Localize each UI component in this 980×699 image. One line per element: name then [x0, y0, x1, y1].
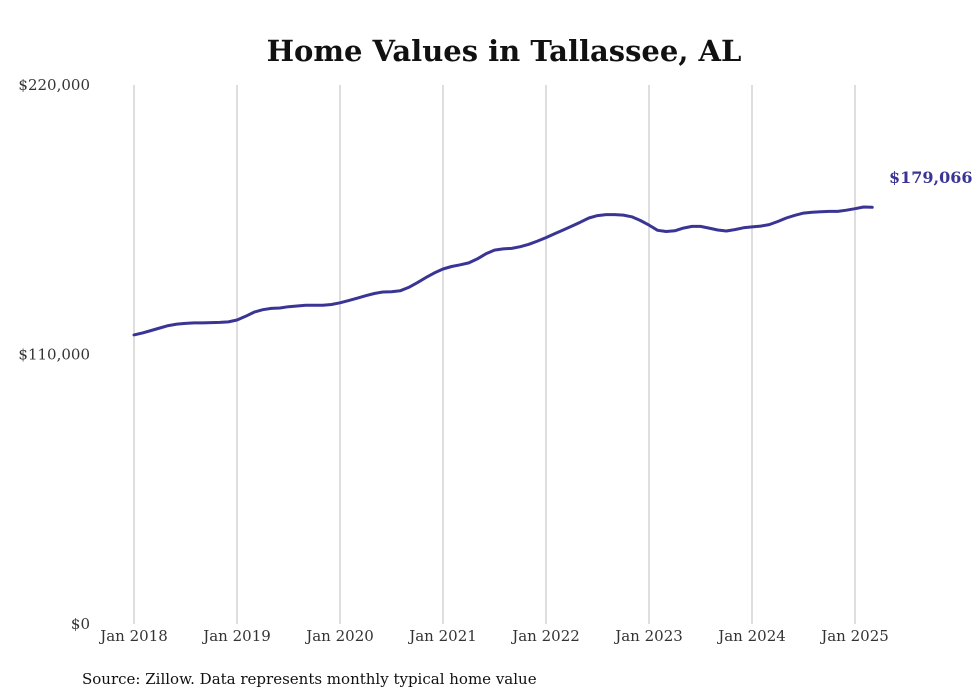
source-note: Source: Zillow. Data represents monthly …	[82, 670, 537, 688]
gridlines	[133, 85, 856, 624]
x-tick-label: Jan 2020	[304, 627, 374, 645]
x-tick-label: Jan 2021	[407, 627, 477, 645]
x-tick-label: Jan 2024	[716, 627, 786, 645]
x-tick-label: Jan 2018	[98, 627, 168, 645]
x-axis-ticks: Jan 2018 Jan 2019 Jan 2020 Jan 2021 Jan 2022…	[98, 627, 889, 645]
end-value-label: $179,066	[889, 168, 973, 187]
series-line-0	[132, 205, 874, 337]
x-tick-label: Jan 2019	[201, 627, 271, 645]
y-tick-label: $0	[71, 615, 90, 633]
y-tick-label: $110,000	[18, 346, 90, 364]
x-tick-label: Jan 2023	[613, 627, 683, 645]
y-tick-label: $220,000	[18, 76, 90, 94]
y-axis-ticks: $0 $110,000 $220,000	[18, 76, 90, 633]
x-tick-label: Jan 2022	[510, 627, 580, 645]
chart-title: Home Values in Tallassee, AL	[267, 34, 742, 68]
x-tick-label: Jan 2025	[819, 627, 889, 645]
series-layer	[132, 205, 874, 337]
